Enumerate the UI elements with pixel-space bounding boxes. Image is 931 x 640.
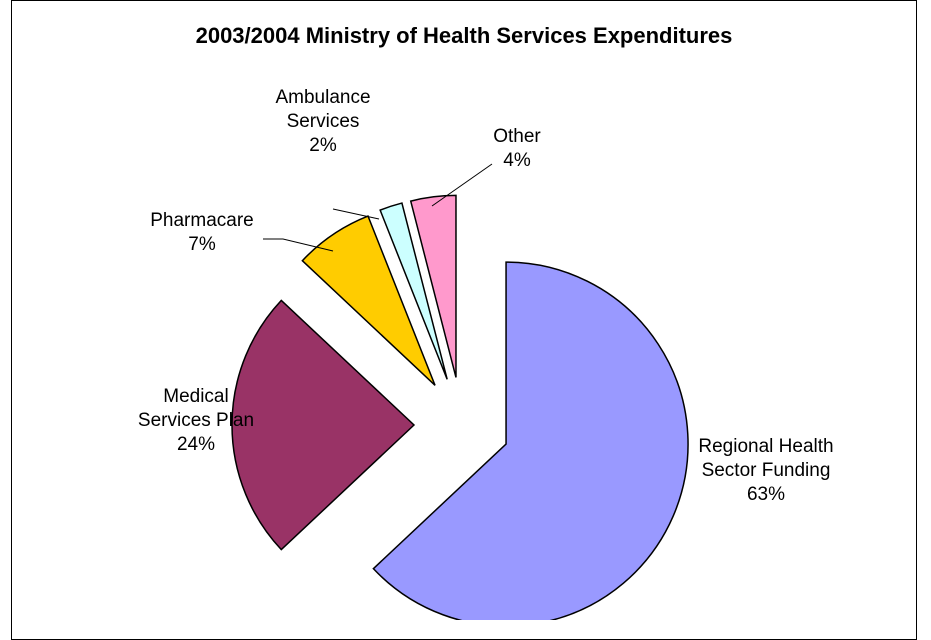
data-label-percent: 24% [177, 434, 215, 455]
pie-slice-2 [231, 299, 416, 551]
pie-slice-1 [372, 261, 689, 620]
leader-line-4 [332, 208, 380, 220]
leader-line-3 [263, 238, 334, 252]
pie-chart: Regional Health Sector Funding 63% Medical S… [138, 87, 834, 620]
data-label-category: Services Plan [138, 410, 254, 431]
data-label-category: Ambulance [275, 87, 370, 108]
data-label-percent: 63% [747, 484, 785, 505]
pie-slice-5 [409, 194, 457, 378]
data-label-category: Services [287, 111, 360, 132]
pie-slice-4 [379, 202, 448, 380]
data-label-category: Pharmacare [150, 210, 254, 231]
data-label-category: Other [493, 126, 541, 147]
data-label-percent: 2% [309, 135, 337, 156]
data-label-category: Regional Health [698, 436, 833, 457]
leader-line-5 [431, 163, 493, 207]
chart-title: 2003/2004 Ministry of Health Services Ex… [195, 23, 733, 48]
data-label-percent: 4% [503, 150, 531, 171]
data-label-percent: 7% [188, 234, 216, 255]
data-label-category: Sector Funding [702, 460, 831, 481]
data-label-category: Medical [163, 386, 228, 407]
